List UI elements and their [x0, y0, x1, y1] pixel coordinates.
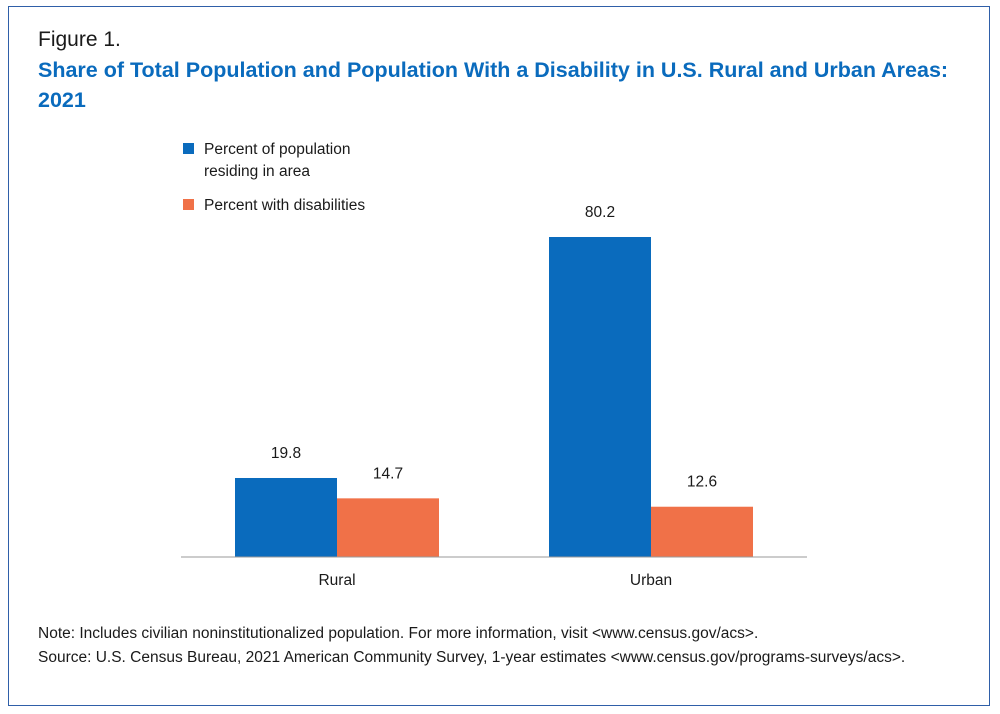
figure-label: Figure 1.	[38, 28, 121, 51]
legend-swatch-series-1	[183, 143, 194, 154]
chart-title: Share of Total Population and Population…	[38, 58, 949, 112]
value-label-rural-series-1: 19.8	[271, 445, 301, 462]
figure-frame	[8, 6, 990, 706]
source-text: Source: U.S. Census Bureau, 2021 America…	[38, 649, 906, 666]
legend-label-series-2-line-1: Percent with disabilities	[204, 197, 365, 214]
legend-swatch-series-2	[183, 199, 194, 210]
value-label-rural-series-2: 14.7	[373, 465, 403, 482]
bar-rural-series-1	[235, 477, 337, 557]
value-label-urban-series-1: 80.2	[585, 204, 615, 221]
bar-urban-series-2	[651, 506, 753, 557]
bar-urban-series-1	[549, 237, 651, 557]
note-text: Note: Includes civilian noninstitutional…	[38, 625, 759, 642]
legend-label-series-1-line-2: residing in area	[204, 163, 310, 180]
category-label-rural: Rural	[318, 572, 355, 589]
legend-label-series-1-line-1: Percent of population	[204, 141, 351, 158]
bar-rural-series-2	[337, 498, 439, 557]
category-label-urban: Urban	[630, 572, 672, 589]
value-label-urban-series-2: 12.6	[687, 474, 717, 491]
